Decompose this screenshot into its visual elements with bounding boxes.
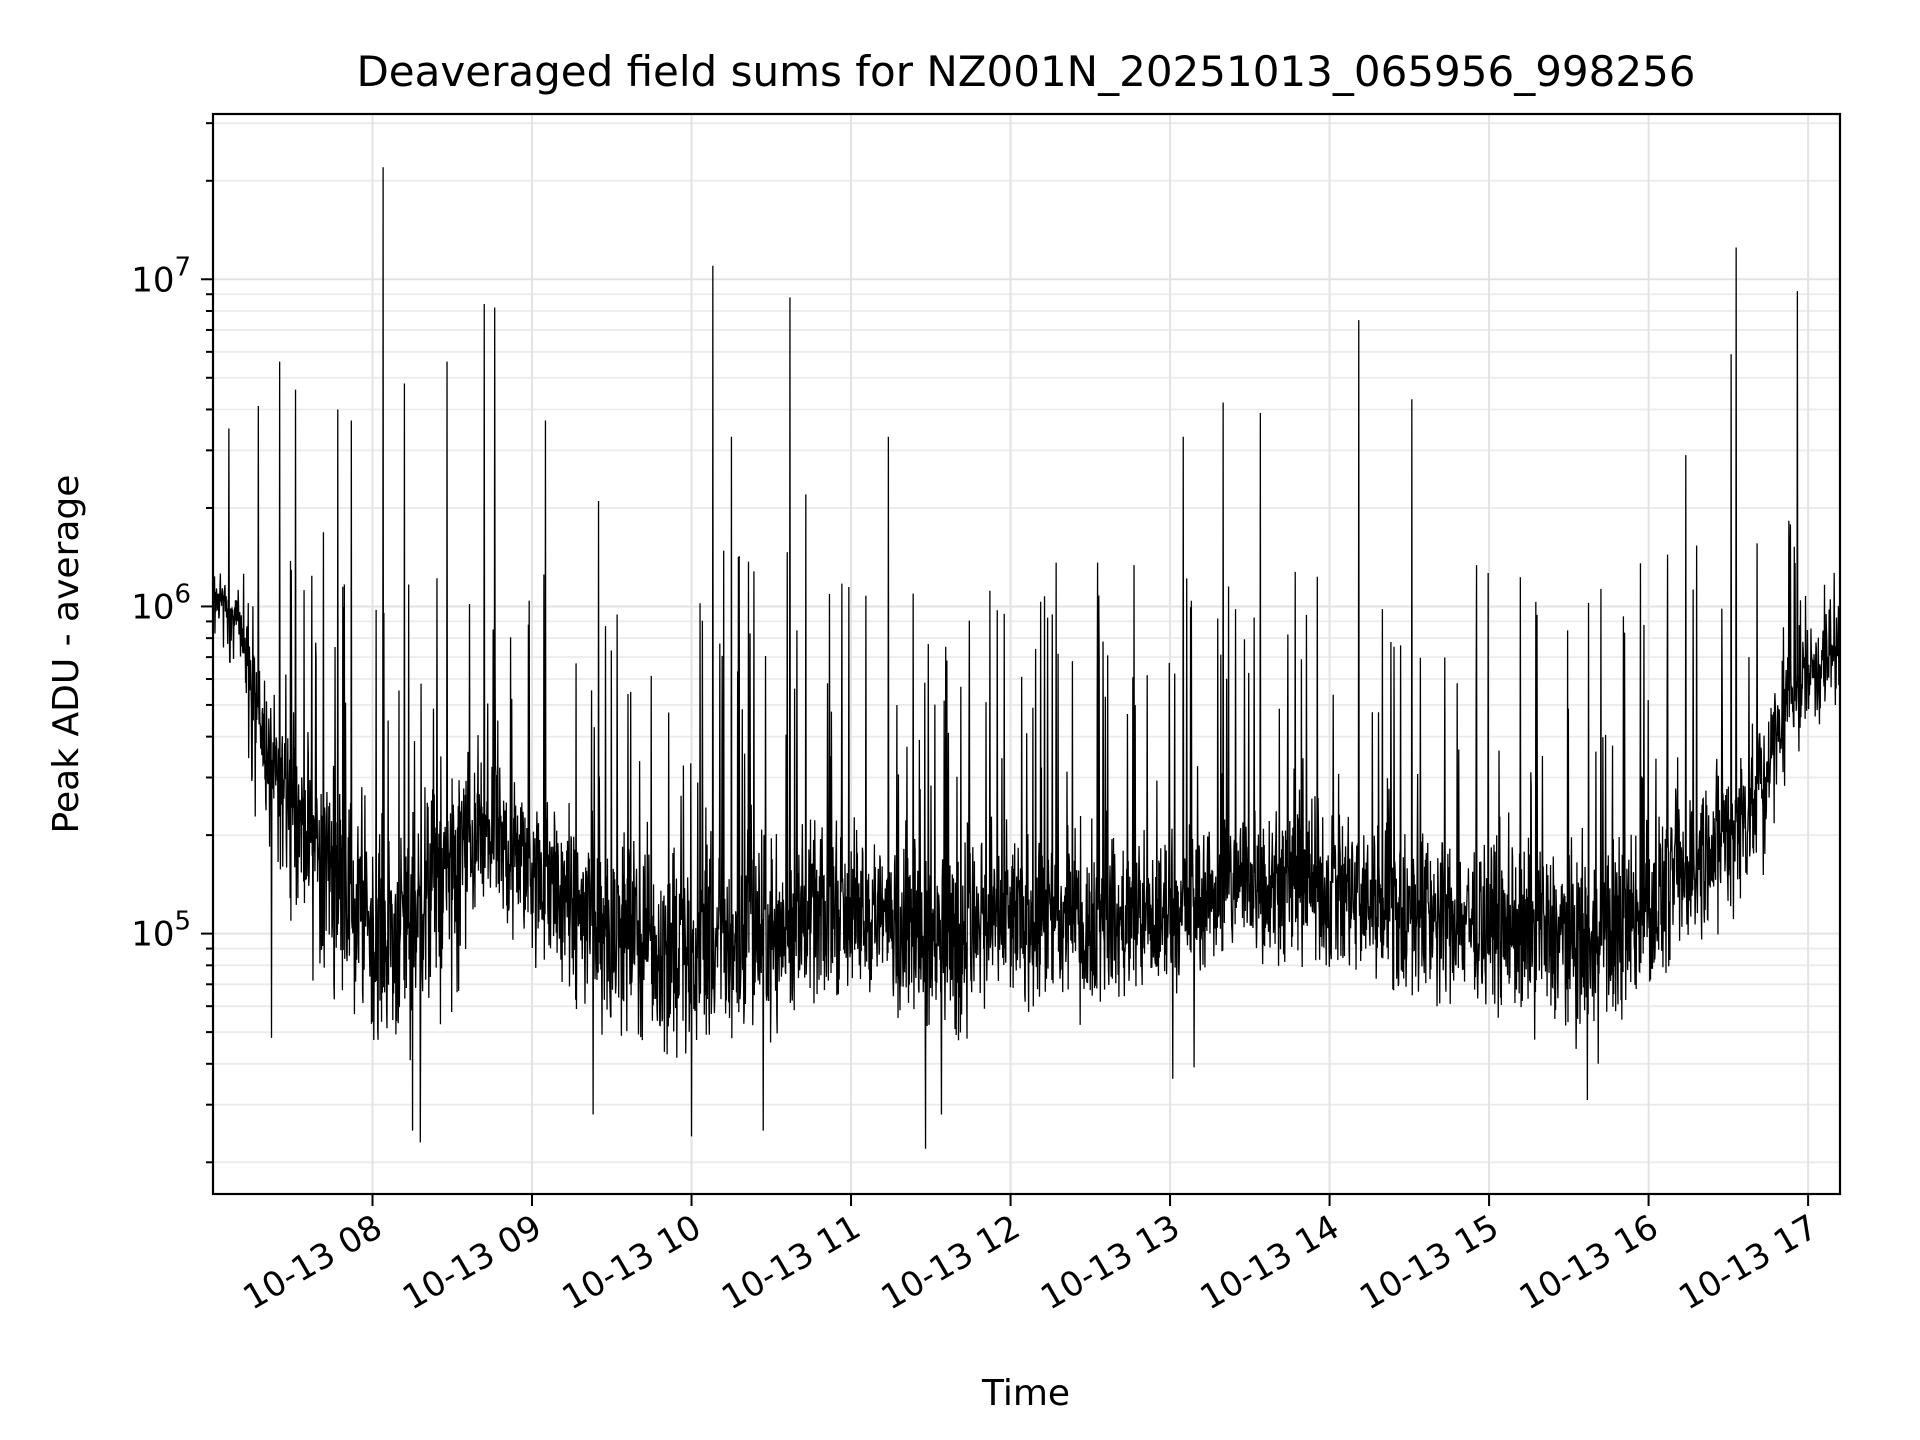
chart-title: Deaveraged field sums for NZ001N_2025101…	[356, 47, 1695, 96]
y-axis: 105 106 107	[131, 122, 213, 1164]
plot-area	[213, 167, 1840, 1149]
plot-frame	[211, 112, 1842, 1196]
y-tick-label: 105	[131, 907, 191, 955]
y-axis-label: Peak ADU - average	[46, 475, 87, 834]
y-tick-label: 106	[131, 579, 191, 627]
x-axis-label: Time	[981, 1373, 1070, 1414]
series-line	[213, 167, 1840, 1149]
y-tick-label: 107	[131, 252, 191, 300]
